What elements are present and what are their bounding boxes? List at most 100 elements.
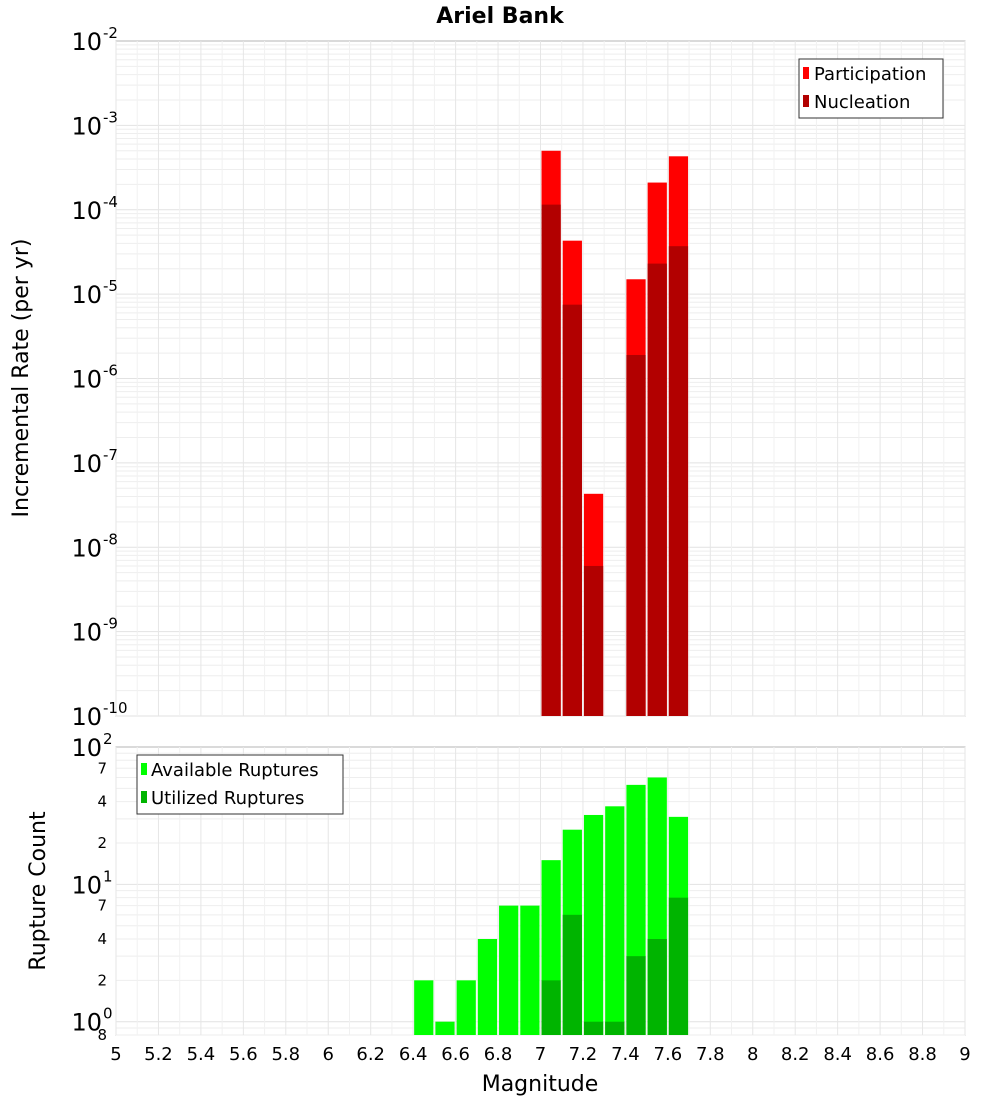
x-tick-label: 5.6 xyxy=(229,1044,258,1065)
nucleation-bar xyxy=(626,354,646,716)
bottom-gridlines xyxy=(115,747,966,1036)
top-y-tick: 10 -3 xyxy=(71,108,118,140)
top-y-tick: 10 -9 xyxy=(71,615,118,647)
y-tick-base: 10 xyxy=(71,197,102,225)
top-y-tick-labels: 10-210-310-410-510-610-710-810-910-10 xyxy=(71,24,127,731)
y-tick-exponent: -4 xyxy=(103,193,118,211)
y-minor-tick-label: 4 xyxy=(97,793,107,811)
nucleation-bar xyxy=(668,246,689,716)
y-tick-base: 10 xyxy=(71,871,102,899)
top-y-axis-label: Incremental Rate (per yr) xyxy=(9,239,34,518)
bottom-y-tick: 10 1 xyxy=(71,867,112,899)
x-tick-label: 9 xyxy=(959,1044,970,1065)
y-tick-exponent: -8 xyxy=(103,530,118,548)
x-tick-label: 6.2 xyxy=(356,1044,385,1065)
top-bars xyxy=(541,150,689,717)
x-tick-label: 7.2 xyxy=(569,1044,598,1065)
utilized-ruptures-bar xyxy=(626,956,646,1035)
top-legend-box xyxy=(798,58,944,119)
nucleation-bar xyxy=(583,565,604,716)
bottom-bars xyxy=(414,777,689,1035)
y-minor-tick-label: 7 xyxy=(97,759,107,777)
y-tick-base: 10 xyxy=(71,703,102,731)
top-y-tick: 10 -2 xyxy=(71,24,118,56)
top-legend: Participation Nucleation xyxy=(798,58,944,119)
x-tick-label: 8.2 xyxy=(781,1044,810,1065)
available-ruptures-bar xyxy=(499,905,519,1035)
top-gridlines xyxy=(115,41,966,717)
x-tick-label: 7.8 xyxy=(696,1044,725,1065)
utilized-ruptures-bar xyxy=(605,1021,625,1035)
legend-nucleation-swatch xyxy=(803,95,809,107)
bottom-y-tick: 10 0 xyxy=(71,1005,112,1037)
y-minor-tick-label: 8 xyxy=(97,1026,107,1044)
nucleation-bar xyxy=(647,263,667,716)
x-tick-label: 6 xyxy=(323,1044,334,1065)
bottom-legend: Available Ruptures Utilized Ruptures xyxy=(136,754,344,815)
top-y-tick: 10 -5 xyxy=(71,277,118,309)
y-tick-exponent: -2 xyxy=(103,24,118,42)
x-tick-label: 5.4 xyxy=(187,1044,216,1065)
y-tick-exponent: -9 xyxy=(103,615,118,633)
x-tick-label: 7 xyxy=(535,1044,546,1065)
y-tick-exponent: 2 xyxy=(103,730,113,748)
y-minor-tick-label: 2 xyxy=(97,834,107,852)
x-tick-label: 8.8 xyxy=(908,1044,937,1065)
y-tick-base: 10 xyxy=(71,112,102,140)
utilized-ruptures-bar xyxy=(583,1021,604,1035)
bottom-y-tick: 10 2 xyxy=(71,730,112,762)
utilized-ruptures-bar xyxy=(562,914,582,1035)
y-tick-base: 10 xyxy=(71,281,102,309)
available-ruptures-bar xyxy=(414,980,434,1035)
bottom-y-axis-label: Rupture Count xyxy=(26,811,51,971)
x-tick-label: 5.2 xyxy=(144,1044,173,1065)
y-tick-base: 10 xyxy=(71,1009,102,1037)
available-ruptures-bar xyxy=(583,814,604,1035)
top-y-tick: 10 -7 xyxy=(71,446,118,478)
y-tick-base: 10 xyxy=(71,619,102,647)
y-tick-exponent: 1 xyxy=(103,867,113,885)
y-tick-base: 10 xyxy=(71,28,102,56)
available-ruptures-bar xyxy=(456,980,476,1035)
chart-title: Ariel Bank xyxy=(436,4,565,29)
y-tick-exponent: -7 xyxy=(103,446,118,464)
utilized-ruptures-bar xyxy=(647,939,667,1035)
top-y-tick: 10 -6 xyxy=(71,362,118,394)
x-tick-labels: 5 5.2 5.4 5.6 5.8 6 6.2 6.4 6.6 6.8 7 7.2 7.4 7.6 7.8 8… xyxy=(110,1044,970,1065)
nucleation-bar xyxy=(562,304,582,716)
y-tick-base: 10 xyxy=(71,534,102,562)
x-tick-label: 6.4 xyxy=(399,1044,428,1065)
available-ruptures-bar xyxy=(605,806,625,1035)
legend-available-swatch xyxy=(141,763,147,775)
x-tick-label: 6.6 xyxy=(441,1044,470,1065)
y-tick-exponent: -5 xyxy=(103,277,118,295)
legend-participation-label: Participation xyxy=(814,64,926,85)
legend-available-label: Available Ruptures xyxy=(151,760,319,781)
top-y-tick: 10 -4 xyxy=(71,193,118,225)
y-tick-exponent: -3 xyxy=(103,108,118,126)
y-tick-exponent: -6 xyxy=(103,362,118,380)
available-ruptures-bar xyxy=(477,939,498,1035)
x-tick-label: 7.4 xyxy=(611,1044,640,1065)
x-tick-label: 5.8 xyxy=(271,1044,300,1065)
y-tick-base: 10 xyxy=(71,366,102,394)
y-minor-tick-label: 2 xyxy=(97,971,107,989)
legend-participation-swatch xyxy=(803,67,809,79)
y-tick-exponent: 0 xyxy=(103,1005,113,1023)
x-tick-label: 8.6 xyxy=(866,1044,895,1065)
legend-utilized-label: Utilized Ruptures xyxy=(151,788,304,809)
utilized-ruptures-bar xyxy=(668,897,689,1035)
y-tick-exponent: -10 xyxy=(103,699,128,717)
x-tick-label: 7.6 xyxy=(654,1044,683,1065)
y-minor-tick-label: 7 xyxy=(97,897,107,915)
y-tick-base: 10 xyxy=(71,734,102,762)
y-minor-tick-label: 4 xyxy=(97,930,107,948)
x-tick-label: 8 xyxy=(747,1044,758,1065)
x-axis-label: Magnitude xyxy=(482,1072,599,1097)
top-panel: 10-210-310-410-510-610-710-810-910-10 In… xyxy=(9,24,966,731)
top-y-tick: 10 -8 xyxy=(71,530,118,562)
x-tick-label: 5 xyxy=(110,1044,121,1065)
